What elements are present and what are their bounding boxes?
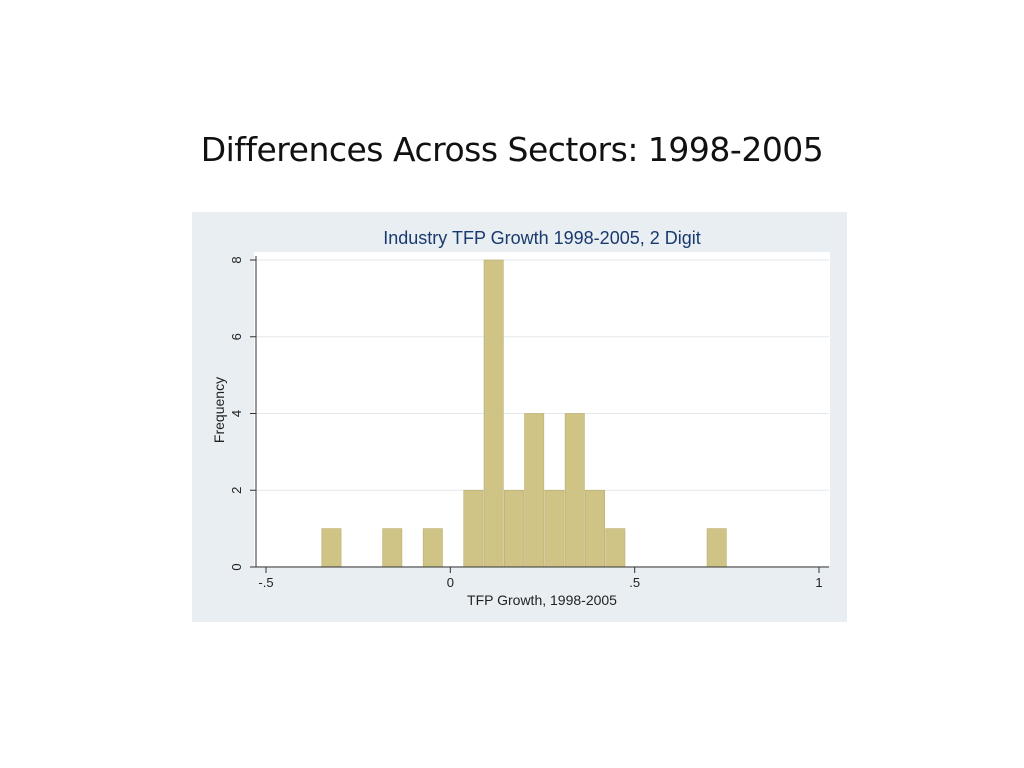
histogram-bar [321,528,342,568]
slide-title: Differences Across Sectors: 1998-2005 [200,130,824,169]
histogram-bar [483,259,504,568]
x-tick-label: .5 [629,575,640,590]
x-tick-label: 1 [815,575,822,590]
histogram-bar [422,528,443,568]
histogram-bar [605,528,626,568]
histogram-panel: 0 2 4 6 8 -.5 0 .5 1 Industry TFP Growth 1998-20… [192,212,847,622]
y-axis-label: Frequency [211,377,227,443]
y-tick-label: 8 [229,256,244,263]
tick-labels: 0 2 4 6 8 -.5 0 .5 1 [229,256,823,590]
histogram-bar [463,489,484,568]
histogram-bar [585,489,605,568]
histogram-bar [503,489,524,568]
y-tick-label: 2 [229,487,244,494]
histogram-bar [382,528,403,568]
chart-title: Industry TFP Growth 1998-2005, 2 Digit [383,228,701,248]
histogram-bar [544,489,565,568]
histogram-bar [564,413,585,568]
x-axis-label: TFP Growth, 1998-2005 [467,592,617,608]
y-tick-label: 6 [229,333,244,340]
axes [255,256,829,568]
histogram-bars [321,259,727,568]
x-tick-label: 0 [447,575,454,590]
y-tick-label: 4 [229,410,244,417]
y-tick-label: 0 [229,563,244,570]
histogram-bar [706,528,727,568]
histogram-bar [524,413,545,568]
x-tick-label: -.5 [258,575,273,590]
histogram-chart: 0 2 4 6 8 -.5 0 .5 1 Industry TFP Growth 1998-20… [211,228,830,608]
